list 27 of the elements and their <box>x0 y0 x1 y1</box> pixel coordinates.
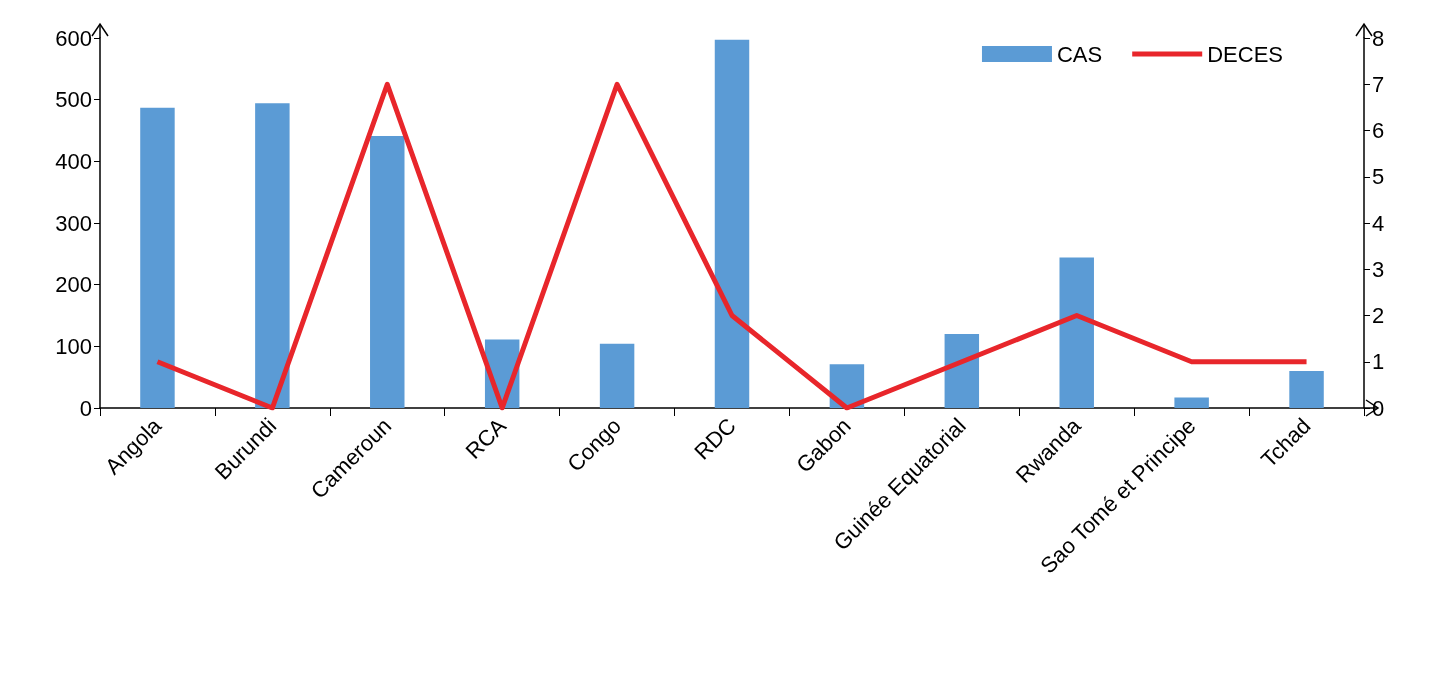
y-tick-label: 200 <box>55 272 92 298</box>
y2-tick-label: 2 <box>1372 303 1385 328</box>
legend-label: DECES <box>1207 41 1283 67</box>
bar <box>370 136 405 408</box>
bar <box>714 39 750 408</box>
y2-tick-label: 3 <box>1372 256 1385 282</box>
y2-tick-label: 0 <box>1372 395 1385 421</box>
y-tick-label: 300 <box>55 210 92 236</box>
bar <box>944 334 980 408</box>
y2-tick-label: 6 <box>1372 118 1385 143</box>
bar <box>255 103 290 408</box>
bar <box>1174 397 1209 408</box>
bar <box>1059 257 1094 408</box>
y-tick-label: 100 <box>55 333 92 359</box>
y-tick-label: 500 <box>55 87 92 113</box>
y2-tick-label: 4 <box>1372 210 1385 236</box>
y2-tick-label: 7 <box>1372 71 1385 97</box>
y2-tick-label: 1 <box>1372 349 1385 375</box>
y-tick-label: 0 <box>79 395 92 421</box>
bar <box>599 343 635 408</box>
y-tick-label: 600 <box>55 25 92 51</box>
bar <box>140 107 175 408</box>
legend-label: CAS <box>1056 41 1103 67</box>
y-tick-label: 400 <box>55 148 92 174</box>
bar <box>1289 371 1324 408</box>
y2-tick-label: 8 <box>1372 25 1385 51</box>
y2-tick-label: 5 <box>1372 164 1385 190</box>
